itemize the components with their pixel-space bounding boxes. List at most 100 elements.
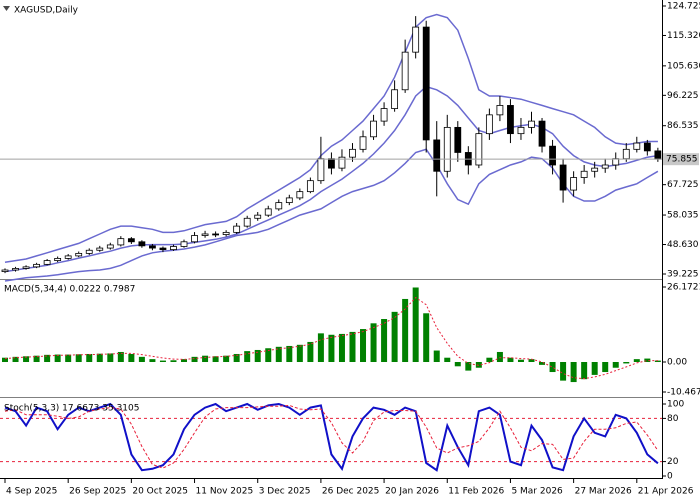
candle-body [580,170,588,178]
macd-bar [570,362,577,383]
macd-bar [117,351,124,363]
candle-body [243,217,251,227]
x-tick-label: 27 Mar 2026 [575,487,632,497]
candle-body [570,177,578,191]
candle-body [285,197,293,204]
candle-body [380,108,388,122]
candle-body [622,148,630,160]
y-tick-label: 48.630 [667,240,699,250]
macd-bar [412,287,419,363]
x-tick-label: 26 Dec 2025 [322,487,380,497]
panel-title: MACD(5,34,4) 0.0222 0.7987 [4,285,135,295]
macd-bar [654,360,661,363]
candle-body [222,231,230,235]
macd-bar [202,355,209,363]
candle-body [254,214,262,219]
y-tick-label: 124.725 [667,2,700,12]
candle-body [43,260,51,265]
macd-bar [391,311,398,363]
candle-body [538,120,546,147]
macd-bar [223,355,230,363]
candle-body [517,126,525,135]
macd-bar [370,323,377,363]
macd-bar [149,359,156,363]
y-tick-label: 105.630 [667,61,700,71]
stoch-line [4,404,659,469]
macd-bar [307,341,314,363]
macd-bar [602,362,609,373]
x-tick-label: 21 Apr 2026 [638,487,694,497]
y-tick-label: -10.4674 [667,388,700,398]
macd-bar [212,356,219,363]
candle-body [12,268,19,271]
macd-bar [265,348,272,363]
x-tick-label: 26 Sep 2025 [69,487,126,497]
macd-signal [4,296,658,380]
macd-bar [328,334,335,363]
macd-bar [644,358,651,363]
macd-bar [33,355,40,363]
candle-body [496,105,504,116]
candle-body [317,158,325,182]
candle-body [401,51,409,91]
macd-bar [65,354,72,363]
y-tick-label: 0 [667,472,673,482]
candle-body [391,89,399,109]
candle-body [170,246,177,251]
macd-bar [181,359,188,363]
macd-bar [612,362,619,368]
current-price-box [663,153,699,166]
macd-bar [23,356,30,363]
macd-bar [138,356,145,363]
candle-body [422,26,430,141]
candle-body [22,266,30,269]
y-tick-label: 100 [667,400,684,410]
bollinger-band [4,148,659,282]
bollinger-band [4,13,658,263]
macd-bar [296,344,303,363]
macd-bar [317,333,324,363]
macd-bar [96,353,103,363]
candle-body [64,255,72,259]
macd-bar [507,357,514,363]
candle-body [485,114,493,135]
candle-body [338,156,346,169]
y-tick-label: 26.1721 [667,283,700,293]
candle-body [412,26,420,53]
candle-body [264,208,272,216]
panel-title: XAGUSD,Daily [14,6,79,16]
macd-bar [159,360,166,363]
candle-body [349,148,356,158]
macd-bar [402,298,409,363]
macd-bar [381,319,388,363]
x-tick-label: 20 Jan 2026 [385,487,439,497]
candle-body [359,136,367,150]
candle-body [443,126,451,172]
y-tick-label: 115.320 [667,31,700,41]
macd-bar [286,345,293,363]
macd-bar [591,362,598,375]
macd-bar [233,353,240,363]
candle-body [559,164,567,191]
x-tick-label: 5 Mar 2026 [511,487,563,497]
macd-bar [170,360,177,363]
macd-bar [581,362,588,380]
candle-body [370,120,377,138]
macd-bar [549,362,556,373]
candle-body [643,142,651,152]
candle-body [528,120,535,128]
y-tick-label: 80 [667,414,679,424]
macd-bar [128,353,135,363]
macd-bar [560,362,567,381]
candle-body [75,252,83,257]
candle-body [127,238,135,243]
macd-bar [539,362,546,365]
candle-body [201,233,209,236]
macd-bar [338,333,345,363]
y-tick-label: 67.725 [667,180,699,190]
macd-bar [465,362,472,371]
y-tick-label: 96.225 [667,91,699,101]
macd-bar [75,354,82,363]
